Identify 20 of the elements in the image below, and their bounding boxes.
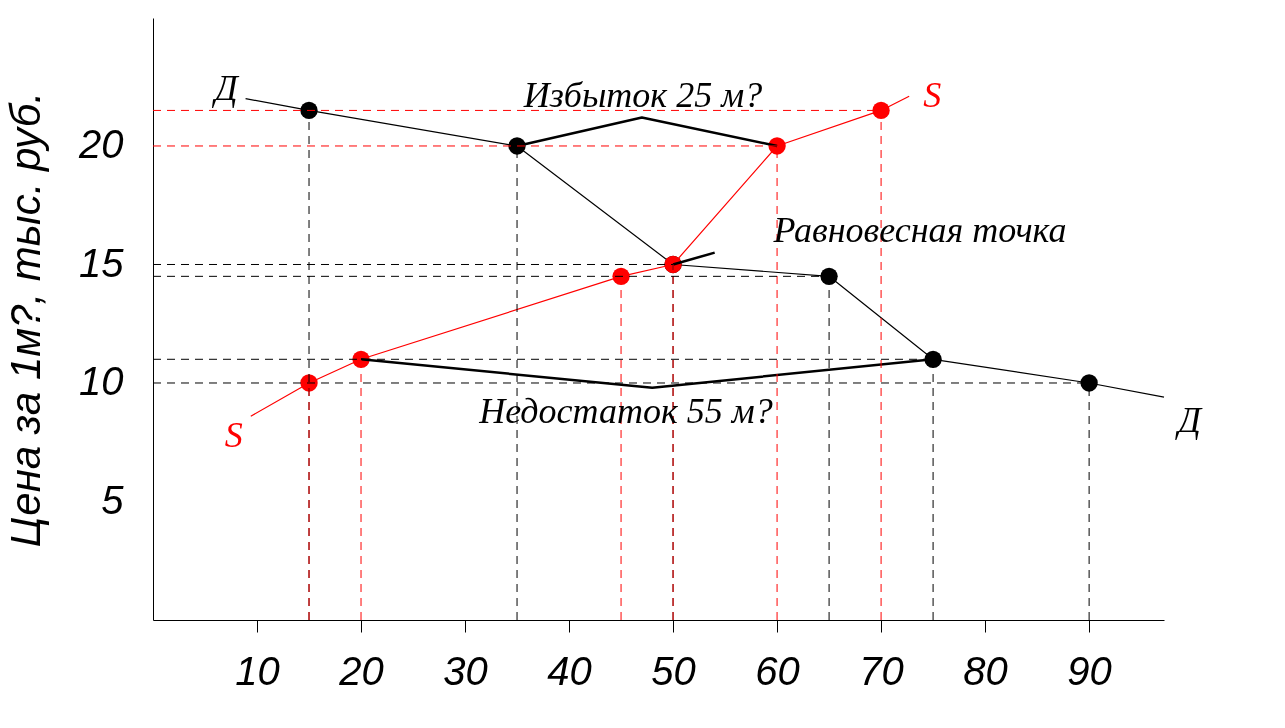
x-tick-label: 60 bbox=[755, 648, 800, 693]
y-tick-label: 15 bbox=[79, 240, 125, 285]
x-tick-label: 70 bbox=[859, 648, 904, 693]
x-tick-label: 80 bbox=[963, 648, 1008, 693]
y-tick-label: 20 bbox=[78, 122, 124, 167]
x-tick-label: 90 bbox=[1067, 648, 1112, 693]
annotation: Недостаток 55 м? bbox=[478, 391, 773, 431]
series-label: Д bbox=[211, 67, 240, 108]
annotation: Избыток 25 м? bbox=[522, 75, 763, 115]
y-tick-label: 10 bbox=[79, 359, 124, 404]
annotation: Равновесная точка bbox=[772, 210, 1067, 250]
x-tick-label: 20 bbox=[338, 648, 384, 693]
x-tick-label: 50 bbox=[651, 648, 696, 693]
x-tick-label: 40 bbox=[547, 648, 592, 693]
series-label: S bbox=[224, 415, 243, 456]
y-axis-title: Цена за 1м?, тыс. руб. bbox=[2, 91, 50, 548]
text: S bbox=[923, 75, 942, 116]
y-tick-label: 5 bbox=[101, 478, 125, 522]
x-tick-label: 10 bbox=[235, 648, 280, 693]
x-tick-label: 30 bbox=[443, 648, 488, 693]
